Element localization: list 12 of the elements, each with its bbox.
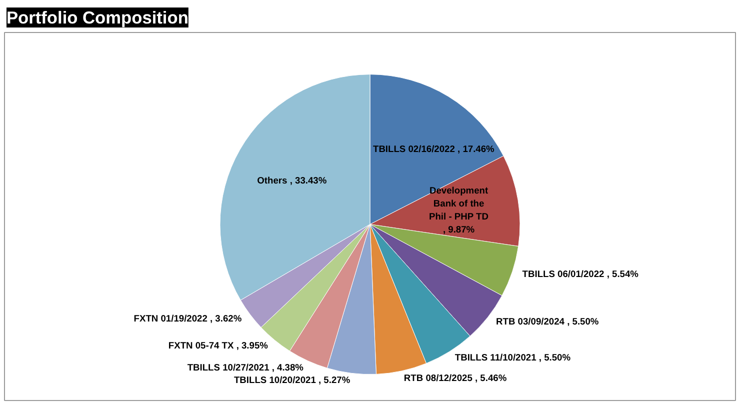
slice-label: Others , 33.43% (257, 176, 328, 186)
slice-label: TBILLS 10/20/2021 , 5.27% (234, 375, 351, 386)
slice-label: FXTN 01/19/2022 , 3.62% (134, 314, 242, 324)
slice-label: TBILLS 11/10/2021 , 5.50% (454, 352, 572, 363)
slice-label: RTB 03/09/2024 , 5.50% (496, 316, 600, 327)
chart-title: Portfolio Composition (6, 8, 188, 28)
slice-label: TBILLS 10/27/2021 , 4.38% (187, 362, 304, 372)
slice-label: RTB 08/12/2025 , 5.46% (404, 372, 508, 383)
slice-label: FXTN 05-74 TX , 3.95% (168, 340, 269, 351)
slice-label: TBILLS 02/16/2022 , 17.46% (373, 144, 496, 154)
slice-label: TBILLS 06/01/2022 , 5.54% (522, 268, 640, 279)
data-label: , 9.87% (442, 224, 476, 234)
